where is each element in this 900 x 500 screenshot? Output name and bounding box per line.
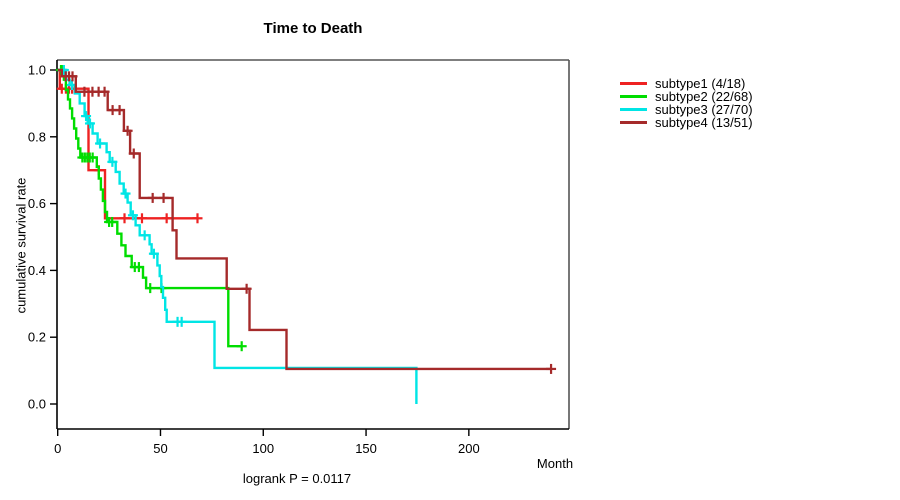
y-tick-label: 0.0 [28,397,46,412]
survival-curve-3 [57,68,418,404]
y-tick-label: 0.8 [28,129,46,144]
legend-label: subtype4 (13/51) [655,115,753,130]
legend-label: subtype2 (22/68) [655,89,753,104]
legend-item-2: subtype2 (22/68) [620,90,753,103]
x-tick-label: 150 [355,441,377,456]
logrank-annotation: logrank P = 0.0117 [242,471,352,486]
y-tick-label: 0.4 [28,263,46,278]
legend-line-swatch [620,95,647,98]
legend-item-1: subtype1 (4/18) [620,77,753,90]
x-axis-label: Month [537,456,573,471]
survival-curve-4 [57,68,552,371]
legend-item-3: subtype3 (27/70) [620,103,753,116]
legend-label: subtype3 (27/70) [655,102,753,117]
y-tick-label: 1.0 [28,63,46,78]
legend-item-4: subtype4 (13/51) [620,116,753,129]
legend: subtype1 (4/18) subtype2 (22/68) subtype3 … [620,77,753,129]
y-tick-label: 0.6 [28,196,46,211]
survival-curve-2 [57,68,242,348]
legend-line-swatch [620,121,647,124]
y-tick-label: 0.2 [28,330,46,345]
x-tick-label: 200 [458,441,480,456]
legend-line-swatch [620,82,647,85]
x-tick-label: 50 [153,441,167,456]
chart-title: Time to Death [263,20,363,37]
x-tick-label: 0 [54,441,61,456]
legend-label: subtype1 (4/18) [655,76,746,91]
legend-line-swatch [620,108,647,111]
x-tick-label: 100 [252,441,274,456]
